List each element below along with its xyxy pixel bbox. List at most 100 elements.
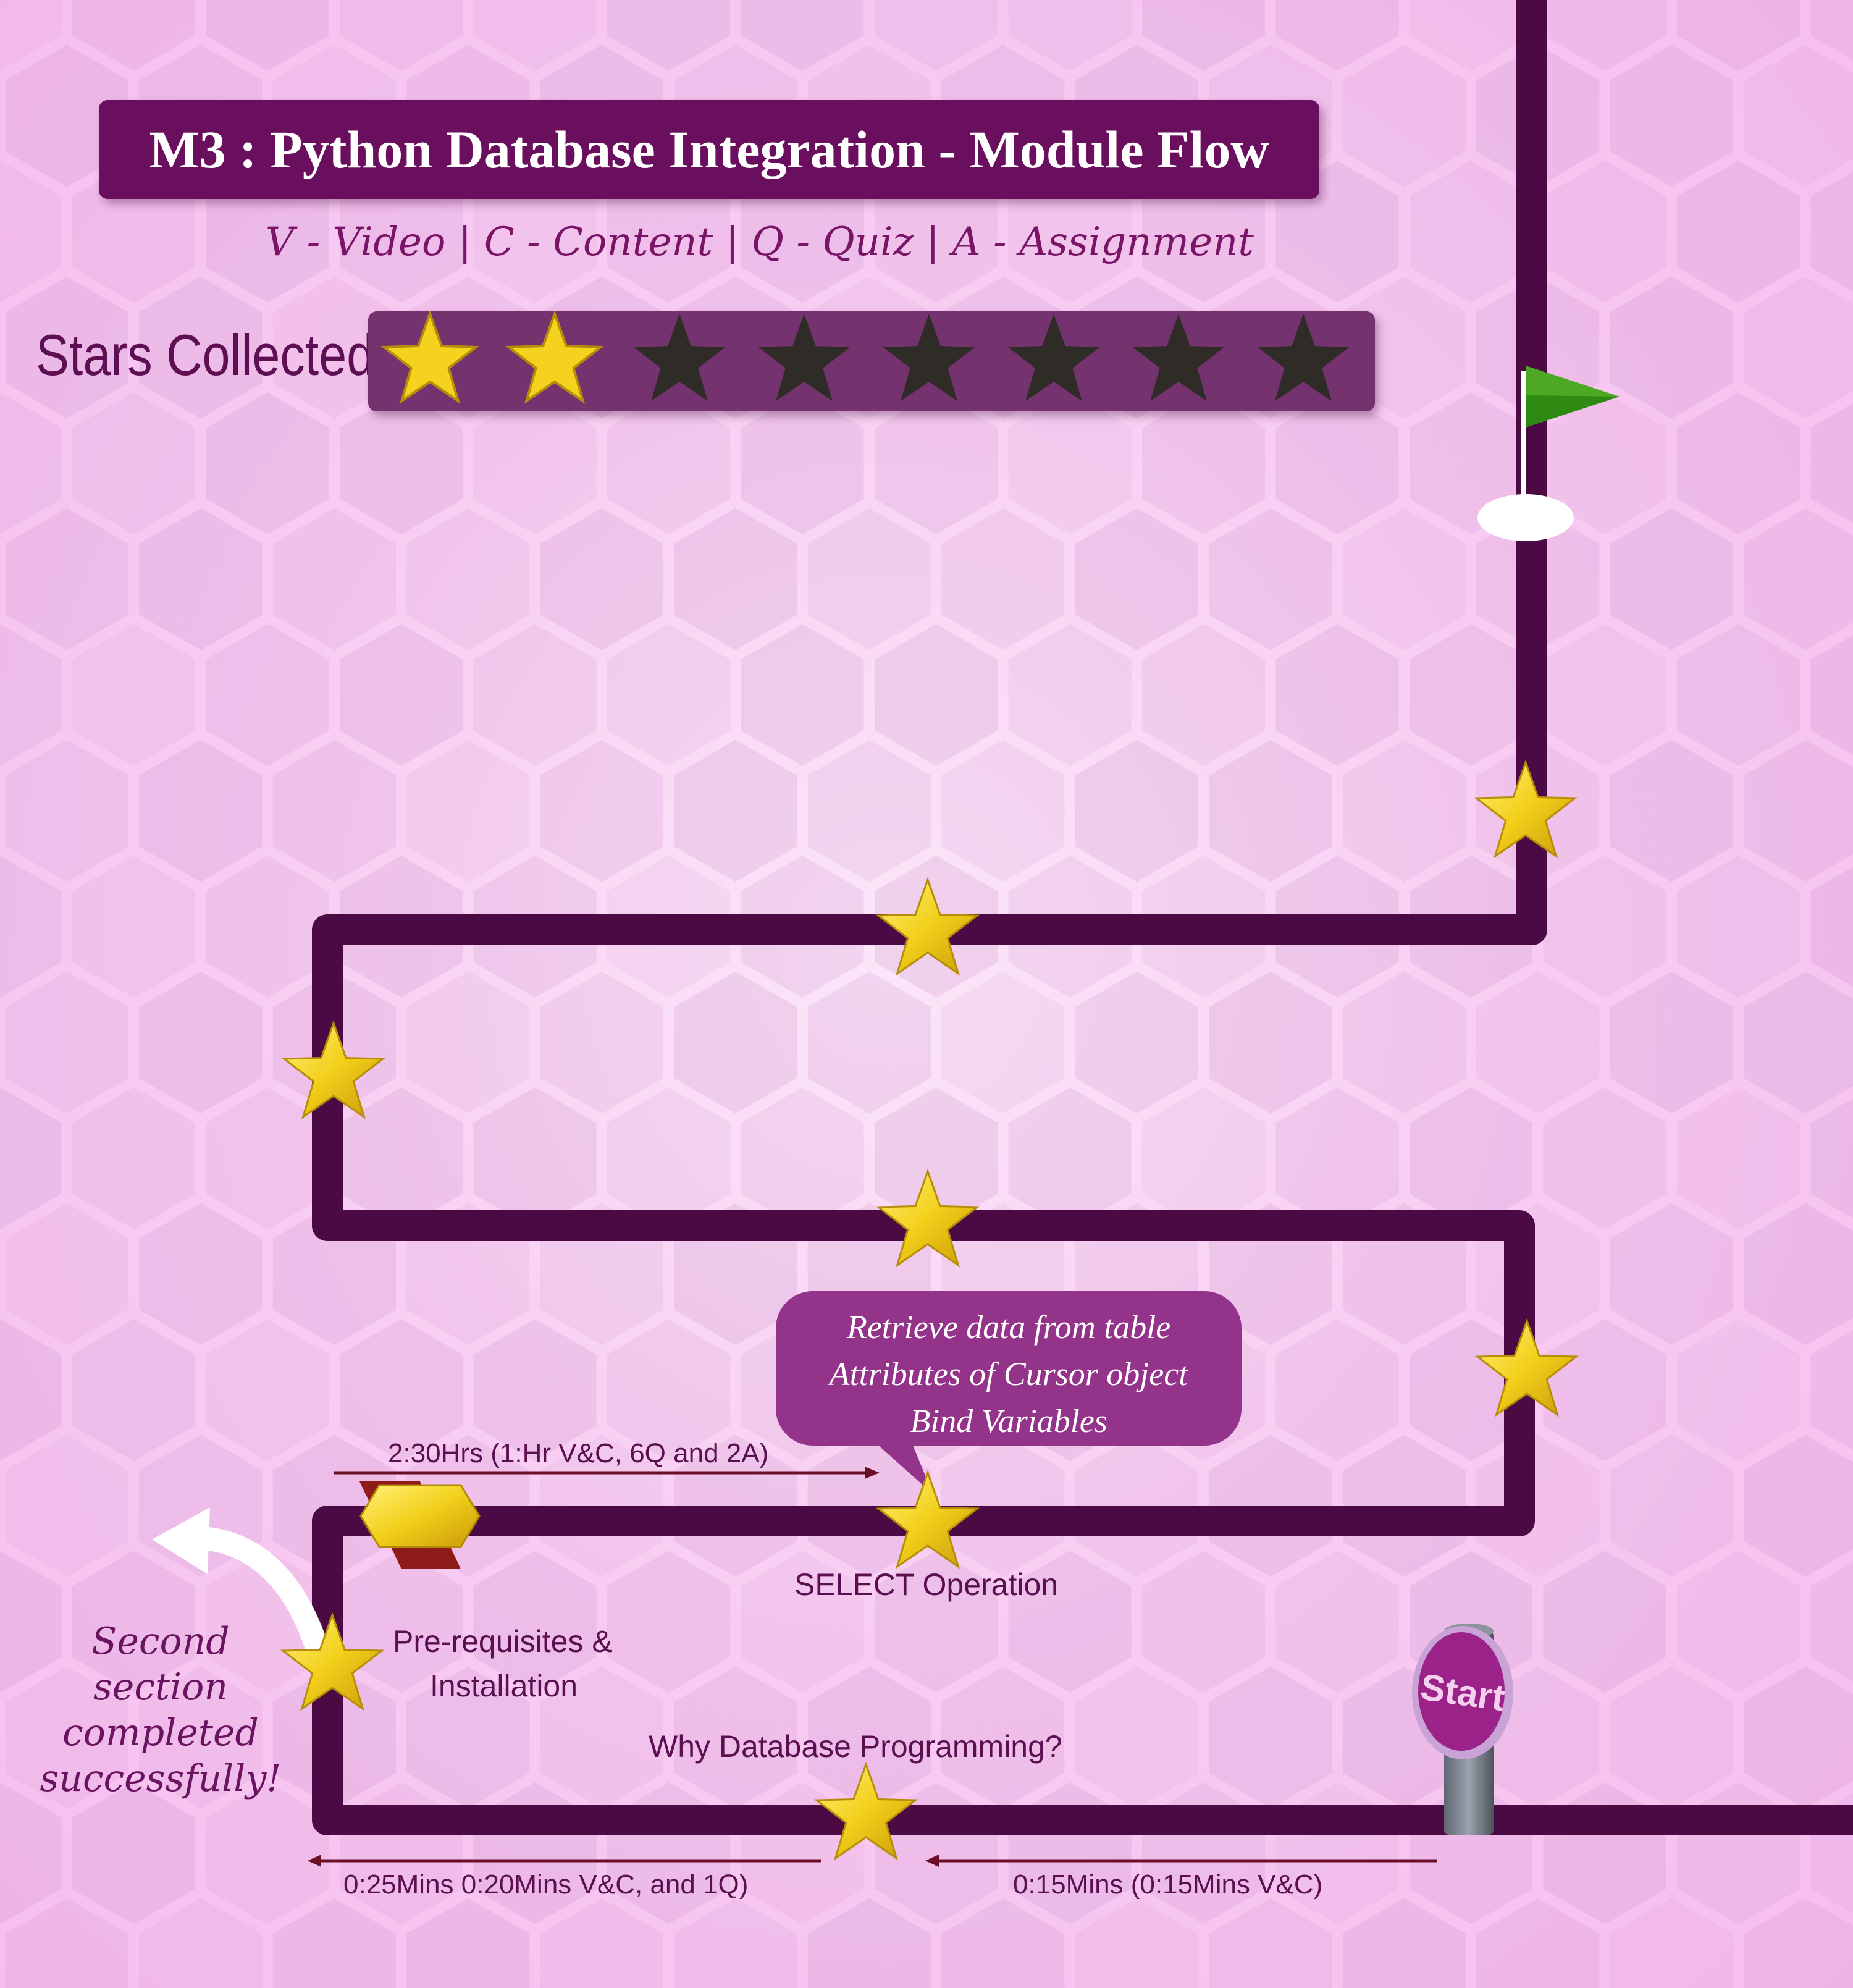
background-hexagon <box>1410 1319 1533 1461</box>
background-hexagon <box>741 1087 864 1229</box>
background-hexagon <box>941 1898 1065 1988</box>
background-hexagon <box>674 508 797 651</box>
background-hexagon <box>1275 1319 1399 1461</box>
duration-arrows <box>308 1467 1437 1867</box>
speech-line: Bind Variables <box>910 1402 1107 1439</box>
path-stars <box>280 759 1579 1861</box>
background-hexagon <box>540 739 663 882</box>
path-star-icon[interactable] <box>280 1612 385 1711</box>
path-star-icon[interactable] <box>875 1470 980 1569</box>
background-hexagon <box>339 1087 463 1229</box>
background-hexagon <box>406 1666 530 1809</box>
background-hexagon <box>1610 971 1733 1114</box>
path-star-icon[interactable] <box>1474 1318 1579 1417</box>
background-hexagon <box>72 0 196 71</box>
label-installation[interactable]: Installation <box>430 1669 578 1703</box>
background-hexagon <box>473 1087 597 1229</box>
background-hexagon <box>339 624 463 766</box>
completion-note: Second section completed successfully! <box>25 1619 296 1801</box>
background-hexagon <box>206 392 329 534</box>
star-empty-icon <box>633 314 726 402</box>
background-hexagon <box>607 1551 731 1693</box>
note-line: successfully! <box>40 1757 282 1800</box>
path-star-icon[interactable] <box>875 1168 980 1268</box>
background-hexagon <box>1610 44 1733 187</box>
background-hexagon <box>875 392 998 534</box>
duration-why-database: 0:15Mins (0:15Mins V&C) <box>1013 1869 1323 1900</box>
background-hexagon <box>139 276 263 419</box>
background-hexagon <box>5 971 128 1114</box>
background-hexagon <box>1677 1551 1800 1693</box>
background-hexagon <box>139 739 263 882</box>
path-star-icon[interactable] <box>875 877 980 976</box>
stars-collected-label: Stars Collected <box>36 322 375 387</box>
background-hexagon <box>473 392 597 534</box>
label-why-database[interactable]: Why Database Programming? <box>649 1729 1062 1764</box>
background-hexagon <box>1810 171 1853 292</box>
background-hexagon <box>0 1087 62 1229</box>
background-hexagon <box>1610 1666 1733 1809</box>
background-hexagon <box>1610 1898 1733 1988</box>
star-empty-icon <box>1007 314 1100 402</box>
background-hexagon <box>941 508 1065 651</box>
start-sign[interactable]: Start <box>1412 1624 1513 1835</box>
background-hexagon <box>1543 392 1666 534</box>
background-hexagon <box>406 971 530 1114</box>
background-hexagon <box>72 392 196 534</box>
background-hexagon <box>1342 44 1466 187</box>
background-hexagon <box>1275 1551 1399 1693</box>
background-hexagon <box>206 1087 329 1229</box>
background-hexagon <box>1677 161 1800 303</box>
path-star-icon[interactable] <box>281 1020 386 1119</box>
note-line: Second section <box>91 1620 230 1709</box>
star-empty-icon <box>1132 314 1225 402</box>
background-hexagon <box>1744 1203 1853 1346</box>
background-hexagon <box>1342 739 1466 882</box>
background-hexagon <box>1810 1329 1853 1451</box>
background-hexagon <box>272 1898 396 1988</box>
background-hexagon <box>674 1666 797 1809</box>
background-hexagon <box>1075 1666 1198 1809</box>
background-hexagon <box>1410 1087 1533 1229</box>
speech-bubble: Retrieve data from table Attributes of C… <box>776 1291 1242 1446</box>
background-hexagon <box>1677 624 1800 766</box>
legend-text: V - Video | C - Content | Q - Quiz | A -… <box>266 219 1254 265</box>
background-hexagon <box>406 739 530 882</box>
path-star-icon[interactable] <box>813 1761 918 1861</box>
speech-line: Attributes of Cursor object <box>829 1355 1188 1392</box>
background-hexagon <box>1744 1666 1853 1809</box>
background-hexagon <box>0 624 62 766</box>
background-hexagon <box>1610 739 1733 882</box>
background-hexagon <box>0 856 62 998</box>
label-prerequisites[interactable]: Pre-requisites & <box>393 1624 613 1659</box>
background-hexagon <box>0 1319 62 1461</box>
background-hexagon <box>1142 1551 1266 1693</box>
stars-collected-bar <box>368 311 1375 411</box>
path-star-icon[interactable] <box>1473 759 1578 859</box>
background-hexagon <box>1810 634 1853 756</box>
background-hexagon <box>473 624 597 766</box>
background-hexagon <box>0 1551 62 1693</box>
background-hexagon <box>206 0 329 71</box>
star-empty-icon <box>758 314 851 402</box>
background-hexagon <box>139 1666 263 1809</box>
background-hexagon <box>139 971 263 1114</box>
background-hexagon <box>5 44 128 187</box>
background-hexagon <box>0 0 62 71</box>
background-hexagon <box>875 1551 998 1693</box>
label-select-operation[interactable]: SELECT Operation <box>794 1567 1059 1602</box>
background-hexagon <box>1610 276 1733 419</box>
background-hexagon <box>540 971 663 1114</box>
background-hexagon <box>741 624 864 766</box>
background-hexagon <box>406 1898 530 1988</box>
background-hexagon <box>1275 624 1399 766</box>
background-hexagon <box>272 276 396 419</box>
background-hexagon <box>607 1087 731 1229</box>
background-hexagon <box>0 1782 62 1924</box>
background-hexagon <box>941 739 1065 882</box>
background-hexagon <box>1744 739 1853 882</box>
background-hexagon <box>72 856 196 998</box>
background-hexagon <box>1543 1319 1666 1461</box>
background-hexagon <box>540 508 663 651</box>
